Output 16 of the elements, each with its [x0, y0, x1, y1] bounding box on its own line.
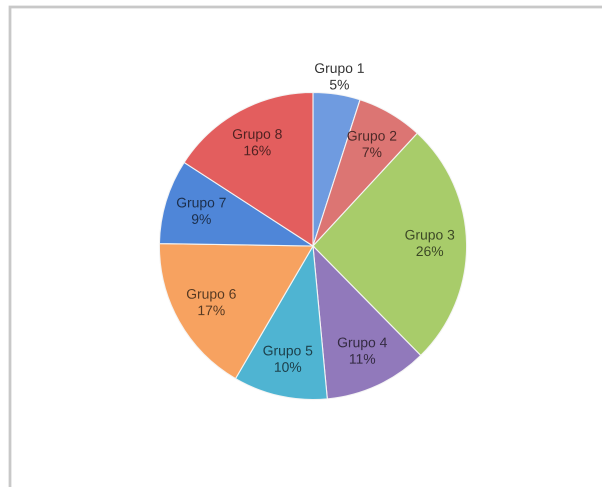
data-label: 26%	[416, 246, 444, 256]
data-label: 10%	[274, 362, 302, 372]
data-label: 11%	[350, 354, 376, 364]
data-label: 7%	[362, 147, 382, 158]
slice-label: Grupo 1	[315, 63, 364, 76]
slice-label: Grupo 5	[263, 346, 312, 358]
data-label: 5%	[330, 80, 349, 90]
slice-label: Grupo 2	[348, 130, 396, 144]
slice-label: Grupo 4	[338, 338, 387, 350]
data-label: 16%	[244, 146, 271, 156]
data-label: 17%	[198, 306, 225, 316]
slice-label: Grupo 7	[176, 198, 226, 210]
slice-label: Grupo 8	[232, 129, 282, 142]
data-label: 9%	[192, 214, 211, 224]
slice-label: Grupo 6	[186, 288, 236, 302]
slice-label: Grupo 3	[405, 230, 454, 242]
